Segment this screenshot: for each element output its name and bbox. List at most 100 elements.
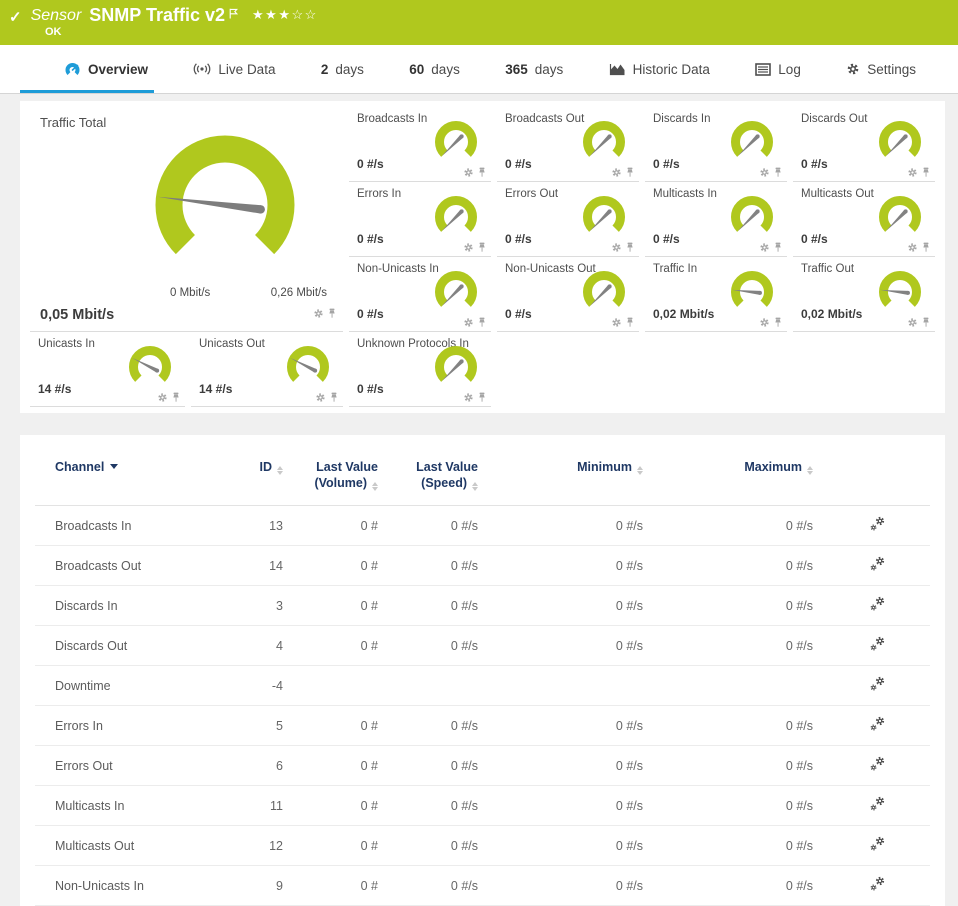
col-header-label: Last Value [416,460,478,474]
tab-60-days[interactable]: 60 days [409,45,460,93]
channel-gauge-value: 0,02 Mbit/s [653,307,715,321]
tab-log[interactable]: Log [755,45,801,93]
gauge-icon [65,62,80,75]
col-header-maximum[interactable]: Maximum [655,449,825,506]
tab-historic-data[interactable]: Historic Data [609,45,710,93]
channel-gauge [731,121,773,157]
pin-icon[interactable] [773,317,783,328]
channel-id: 9 [240,865,295,906]
gauge-settings-gear-icon[interactable] [759,242,770,253]
edit-channel-gears-icon[interactable] [869,676,886,692]
gauge-settings-gear-icon[interactable] [611,242,622,253]
channel-id: 14 [240,545,295,586]
channel-id: 13 [240,505,295,546]
pin-icon[interactable] [773,242,783,253]
channel-minimum: 0 #/s [490,545,655,586]
gauge-settings-gear-icon[interactable] [157,392,168,403]
gauge-settings-gear-icon[interactable] [907,167,918,178]
channel-maximum: 0 #/s [655,625,825,666]
channel-gauge-value: 0 #/s [505,232,532,246]
channel-name: Broadcasts Out [35,545,240,586]
channel-gauge [731,271,773,307]
tab-365-days[interactable]: 365 days [505,45,563,93]
edit-channel-gears-icon[interactable] [869,876,886,892]
edit-channel-gears-icon[interactable] [869,716,886,732]
priority-star-rating[interactable]: ★★★☆☆ [252,7,318,22]
tab-overview[interactable]: Overview [19,45,155,93]
col-header-minimum[interactable]: Minimum [490,449,655,506]
pin-icon[interactable] [773,167,783,178]
channel-id: 11 [240,785,295,826]
table-header-row: Channel ID Last Value (Volume) Last Value… [35,449,930,506]
channel-last-value-volume: 0 # [295,585,390,626]
tab-label: Live Data [218,61,276,77]
col-header-last-value-volume[interactable]: Last Value (Volume) [295,449,390,506]
traffic-total-gauge [155,135,295,255]
pin-icon[interactable] [329,392,339,403]
pin-icon[interactable] [477,317,487,328]
pin-icon[interactable] [327,308,337,319]
channel-minimum [490,665,655,706]
channel-last-value-volume: 0 # [295,545,390,586]
pin-icon[interactable] [625,167,635,178]
pin-icon[interactable] [477,242,487,253]
pin-icon[interactable] [625,317,635,328]
channel-maximum: 0 #/s [655,865,825,906]
channel-gauge-card: Multicasts In 0 #/s [645,182,787,257]
channel-gauge [879,196,921,232]
edit-channel-gears-icon[interactable] [869,596,886,612]
sensor-status-bar: ✓ Sensor SNMP Traffic v2 ★★★☆☆ OK [0,0,958,45]
pin-icon[interactable] [171,392,181,403]
gauge-settings-gear-icon[interactable] [463,317,474,328]
edit-channel-gears-icon[interactable] [869,756,886,772]
col-header-last-value-speed[interactable]: Last Value (Speed) [390,449,490,506]
channel-gauge-card: Errors In 0 #/s [349,182,491,257]
channel-gauge-label: Non-Unicasts In [357,263,439,275]
channel-minimum: 0 #/s [490,585,655,626]
col-header-id[interactable]: ID [240,449,295,506]
channel-gauge-label: Errors Out [505,188,559,200]
tab-2-days[interactable]: 2 days [321,45,364,93]
gauge-settings-gear-icon[interactable] [313,308,324,319]
live-data-icon [194,63,211,75]
channel-name: Errors Out [35,745,240,786]
gauge-settings-gear-icon[interactable] [315,392,326,403]
pin-icon[interactable] [477,167,487,178]
pin-icon[interactable] [477,392,487,403]
channel-gauge [583,121,625,157]
gauge-settings-gear-icon[interactable] [907,242,918,253]
gauge-settings-gear-icon[interactable] [907,317,918,328]
channel-last-value-volume: 0 # [295,745,390,786]
gauge-card-actions [611,317,635,328]
channel-minimum: 0 #/s [490,705,655,746]
flag-icon[interactable] [229,6,239,24]
tab-live-data[interactable]: Live Data [193,45,275,93]
edit-channel-gears-icon[interactable] [869,636,886,652]
edit-channel-gears-icon[interactable] [869,836,886,852]
gauge-card-actions [907,242,931,253]
edit-channel-gears-icon[interactable] [869,796,886,812]
gauge-card-actions [907,317,931,328]
edit-channel-gears-icon[interactable] [869,556,886,572]
gauge-settings-gear-icon[interactable] [611,317,622,328]
col-header-channel[interactable]: Channel [35,449,240,506]
pin-icon[interactable] [921,167,931,178]
gauge-settings-gear-icon[interactable] [611,167,622,178]
gauge-settings-gear-icon[interactable] [759,317,770,328]
channel-last-value-volume [295,665,390,706]
pin-icon[interactable] [921,317,931,328]
col-header-label: Last Value [316,460,378,474]
table-row: Discards In 3 0 # 0 #/s 0 #/s 0 #/s [35,585,930,626]
gauge-settings-gear-icon[interactable] [759,167,770,178]
channel-last-value-volume: 0 # [295,705,390,746]
gauge-settings-gear-icon[interactable] [463,167,474,178]
gauge-settings-gear-icon[interactable] [463,242,474,253]
channel-gauge-label: Discards In [653,113,711,125]
pin-icon[interactable] [625,242,635,253]
pin-icon[interactable] [921,242,931,253]
tab-settings[interactable]: Settings [846,45,916,93]
edit-channel-gears-icon[interactable] [869,516,886,532]
log-icon [755,62,772,76]
gauge-settings-gear-icon[interactable] [463,392,474,403]
gauge-scale-max: 0,26 Mbit/s [270,287,327,299]
